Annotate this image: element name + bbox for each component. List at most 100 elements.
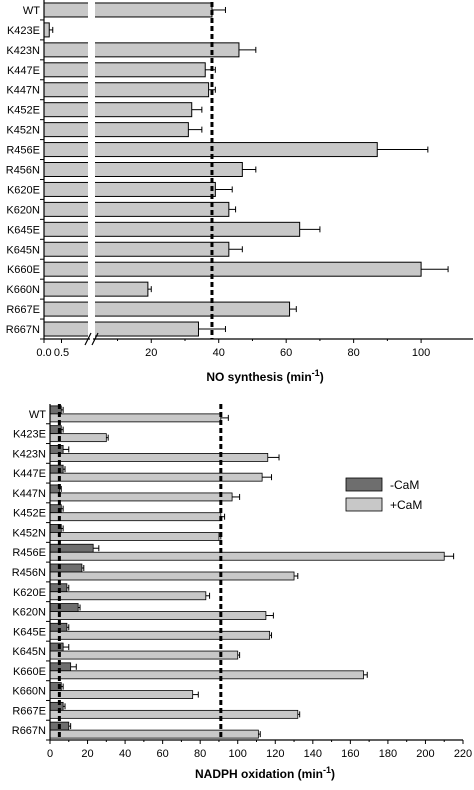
- bar-K620E-+CaM: [49, 591, 207, 601]
- bar-K452N-+CaM: [49, 532, 220, 541]
- bar-WT: [43, 2, 213, 18]
- category-label-K660N: K660N: [12, 686, 46, 698]
- bar-K423N: [43, 42, 240, 58]
- bar-K447E: [43, 62, 206, 78]
- category-label-K447E: K447E: [7, 65, 40, 77]
- no-synthesis-chart: WT K423E K423N K447E K447N K452E K452N R456E R45…: [6, 0, 473, 384]
- x-tick-label: 40: [213, 347, 225, 359]
- x-axis-title: NADPH oxidation (min-1): [195, 765, 335, 781]
- bar-K447N: [43, 82, 210, 98]
- category-label-K645E: K645E: [13, 626, 46, 638]
- x-tick-label: 80: [194, 748, 206, 760]
- bar-K447N-+CaM: [49, 492, 233, 502]
- bar-K660E: [43, 261, 422, 277]
- axis-break-gap: [88, 0, 95, 340]
- category-label-K423E: K423E: [7, 25, 40, 37]
- axis-break-mark: [84, 332, 92, 346]
- x-tick-label: 20: [145, 347, 157, 359]
- bar-R667E: [43, 301, 291, 317]
- category-label-R667N: R667N: [6, 324, 40, 336]
- bar-K620E: [43, 181, 216, 197]
- category-label-K620N: K620N: [6, 204, 40, 216]
- category-label-K452E: K452E: [13, 508, 46, 520]
- x-tick-label: 80: [348, 347, 360, 359]
- category-label-K660E: K660E: [7, 264, 40, 276]
- category-label-R456N: R456N: [6, 165, 40, 177]
- bar-K645N: [43, 241, 230, 257]
- x-tick-label: 120: [266, 748, 284, 760]
- bar-K620N-+CaM: [49, 611, 267, 620]
- category-label-K620E: K620E: [13, 587, 46, 599]
- legend-label-+CaM: +CaM: [390, 498, 422, 512]
- category-label-R667E: R667E: [12, 705, 46, 717]
- x-tick-label: 140: [304, 748, 322, 760]
- category-label-K447N: K447N: [6, 85, 40, 97]
- legend-swatch--CaM: [345, 477, 383, 492]
- x-tick-label: 180: [379, 748, 397, 760]
- category-label-WT: WT: [29, 409, 46, 421]
- category-label-K452N: K452N: [12, 527, 46, 539]
- category-label-K620E: K620E: [7, 184, 40, 196]
- category-label-K645E: K645E: [7, 224, 40, 236]
- x-tick-label: 100: [229, 748, 247, 760]
- x-tick-label: 0.0: [36, 347, 51, 359]
- bar-R456N--CaM: [49, 563, 83, 573]
- bar-R667N-+CaM: [49, 729, 259, 739]
- bar-R456N-+CaM: [49, 571, 295, 581]
- category-label-R456N: R456N: [12, 567, 46, 579]
- legend-swatch-+CaM: [345, 497, 383, 512]
- category-label-K660E: K660E: [13, 666, 46, 678]
- x-tick-label: 60: [157, 748, 169, 760]
- bar-K660N-+CaM: [49, 690, 194, 699]
- category-label-K645N: K645N: [12, 646, 46, 658]
- category-label-R667N: R667N: [12, 725, 46, 737]
- category-label-K447N: K447N: [12, 488, 46, 500]
- bar-K452N: [43, 122, 189, 138]
- bar-R667E--CaM: [49, 701, 64, 711]
- x-tick-label: 220: [454, 748, 472, 760]
- category-label-K620N: K620N: [12, 607, 46, 619]
- category-label-R456E: R456E: [6, 145, 40, 157]
- x-tick-label: 160: [341, 748, 359, 760]
- bar-K423N--CaM: [49, 445, 64, 454]
- axis-break-mark: [91, 332, 99, 346]
- bar-K620N: [43, 201, 230, 217]
- bar-K645N--CaM: [49, 642, 64, 652]
- bar-K645N-+CaM: [49, 650, 239, 660]
- bar-R456E-+CaM: [49, 551, 445, 561]
- bar-K452E: [43, 102, 193, 118]
- bar-R667N: [43, 321, 199, 337]
- bar-K447E-+CaM: [49, 472, 263, 482]
- bar-K452E-+CaM: [49, 512, 222, 522]
- bar-WT-+CaM: [49, 413, 222, 423]
- bar-K660N: [43, 281, 149, 297]
- bar-K620N--CaM: [49, 603, 79, 612]
- category-label-R667E: R667E: [6, 304, 40, 316]
- category-label-K423N: K423N: [6, 45, 40, 57]
- x-tick-label: 60: [280, 347, 292, 359]
- category-label-K447E: K447E: [13, 468, 46, 480]
- category-label-WT: WT: [23, 5, 40, 17]
- bar-K660E-+CaM: [49, 670, 364, 680]
- x-axis-title: NO synthesis (min-1): [206, 368, 323, 384]
- category-label-K423E: K423E: [13, 429, 46, 441]
- category-label-K452N: K452N: [6, 125, 40, 137]
- legend-label--CaM: -CaM: [390, 478, 419, 492]
- bar-R667E-+CaM: [49, 709, 299, 719]
- category-label-K452E: K452E: [7, 105, 40, 117]
- category-label-K423N: K423N: [12, 448, 46, 460]
- bar-K645E-+CaM: [49, 630, 271, 640]
- bar-K423N-+CaM: [49, 453, 269, 462]
- category-label-K660N: K660N: [6, 284, 40, 296]
- x-tick-label: 0: [47, 748, 53, 760]
- bar-K423E: [43, 22, 50, 38]
- category-label-R456E: R456E: [12, 547, 46, 559]
- nadph-oxidation-chart: WT K423E K423N K447E K447N K452E K452N R456E R45…: [12, 404, 472, 781]
- x-tick-label: 40: [119, 748, 131, 760]
- x-tick-label: 100: [412, 347, 430, 359]
- bar-K447E--CaM: [49, 464, 64, 474]
- category-label-K645N: K645N: [6, 244, 40, 256]
- x-tick-label: 200: [416, 748, 434, 760]
- x-tick-label: 20: [81, 748, 93, 760]
